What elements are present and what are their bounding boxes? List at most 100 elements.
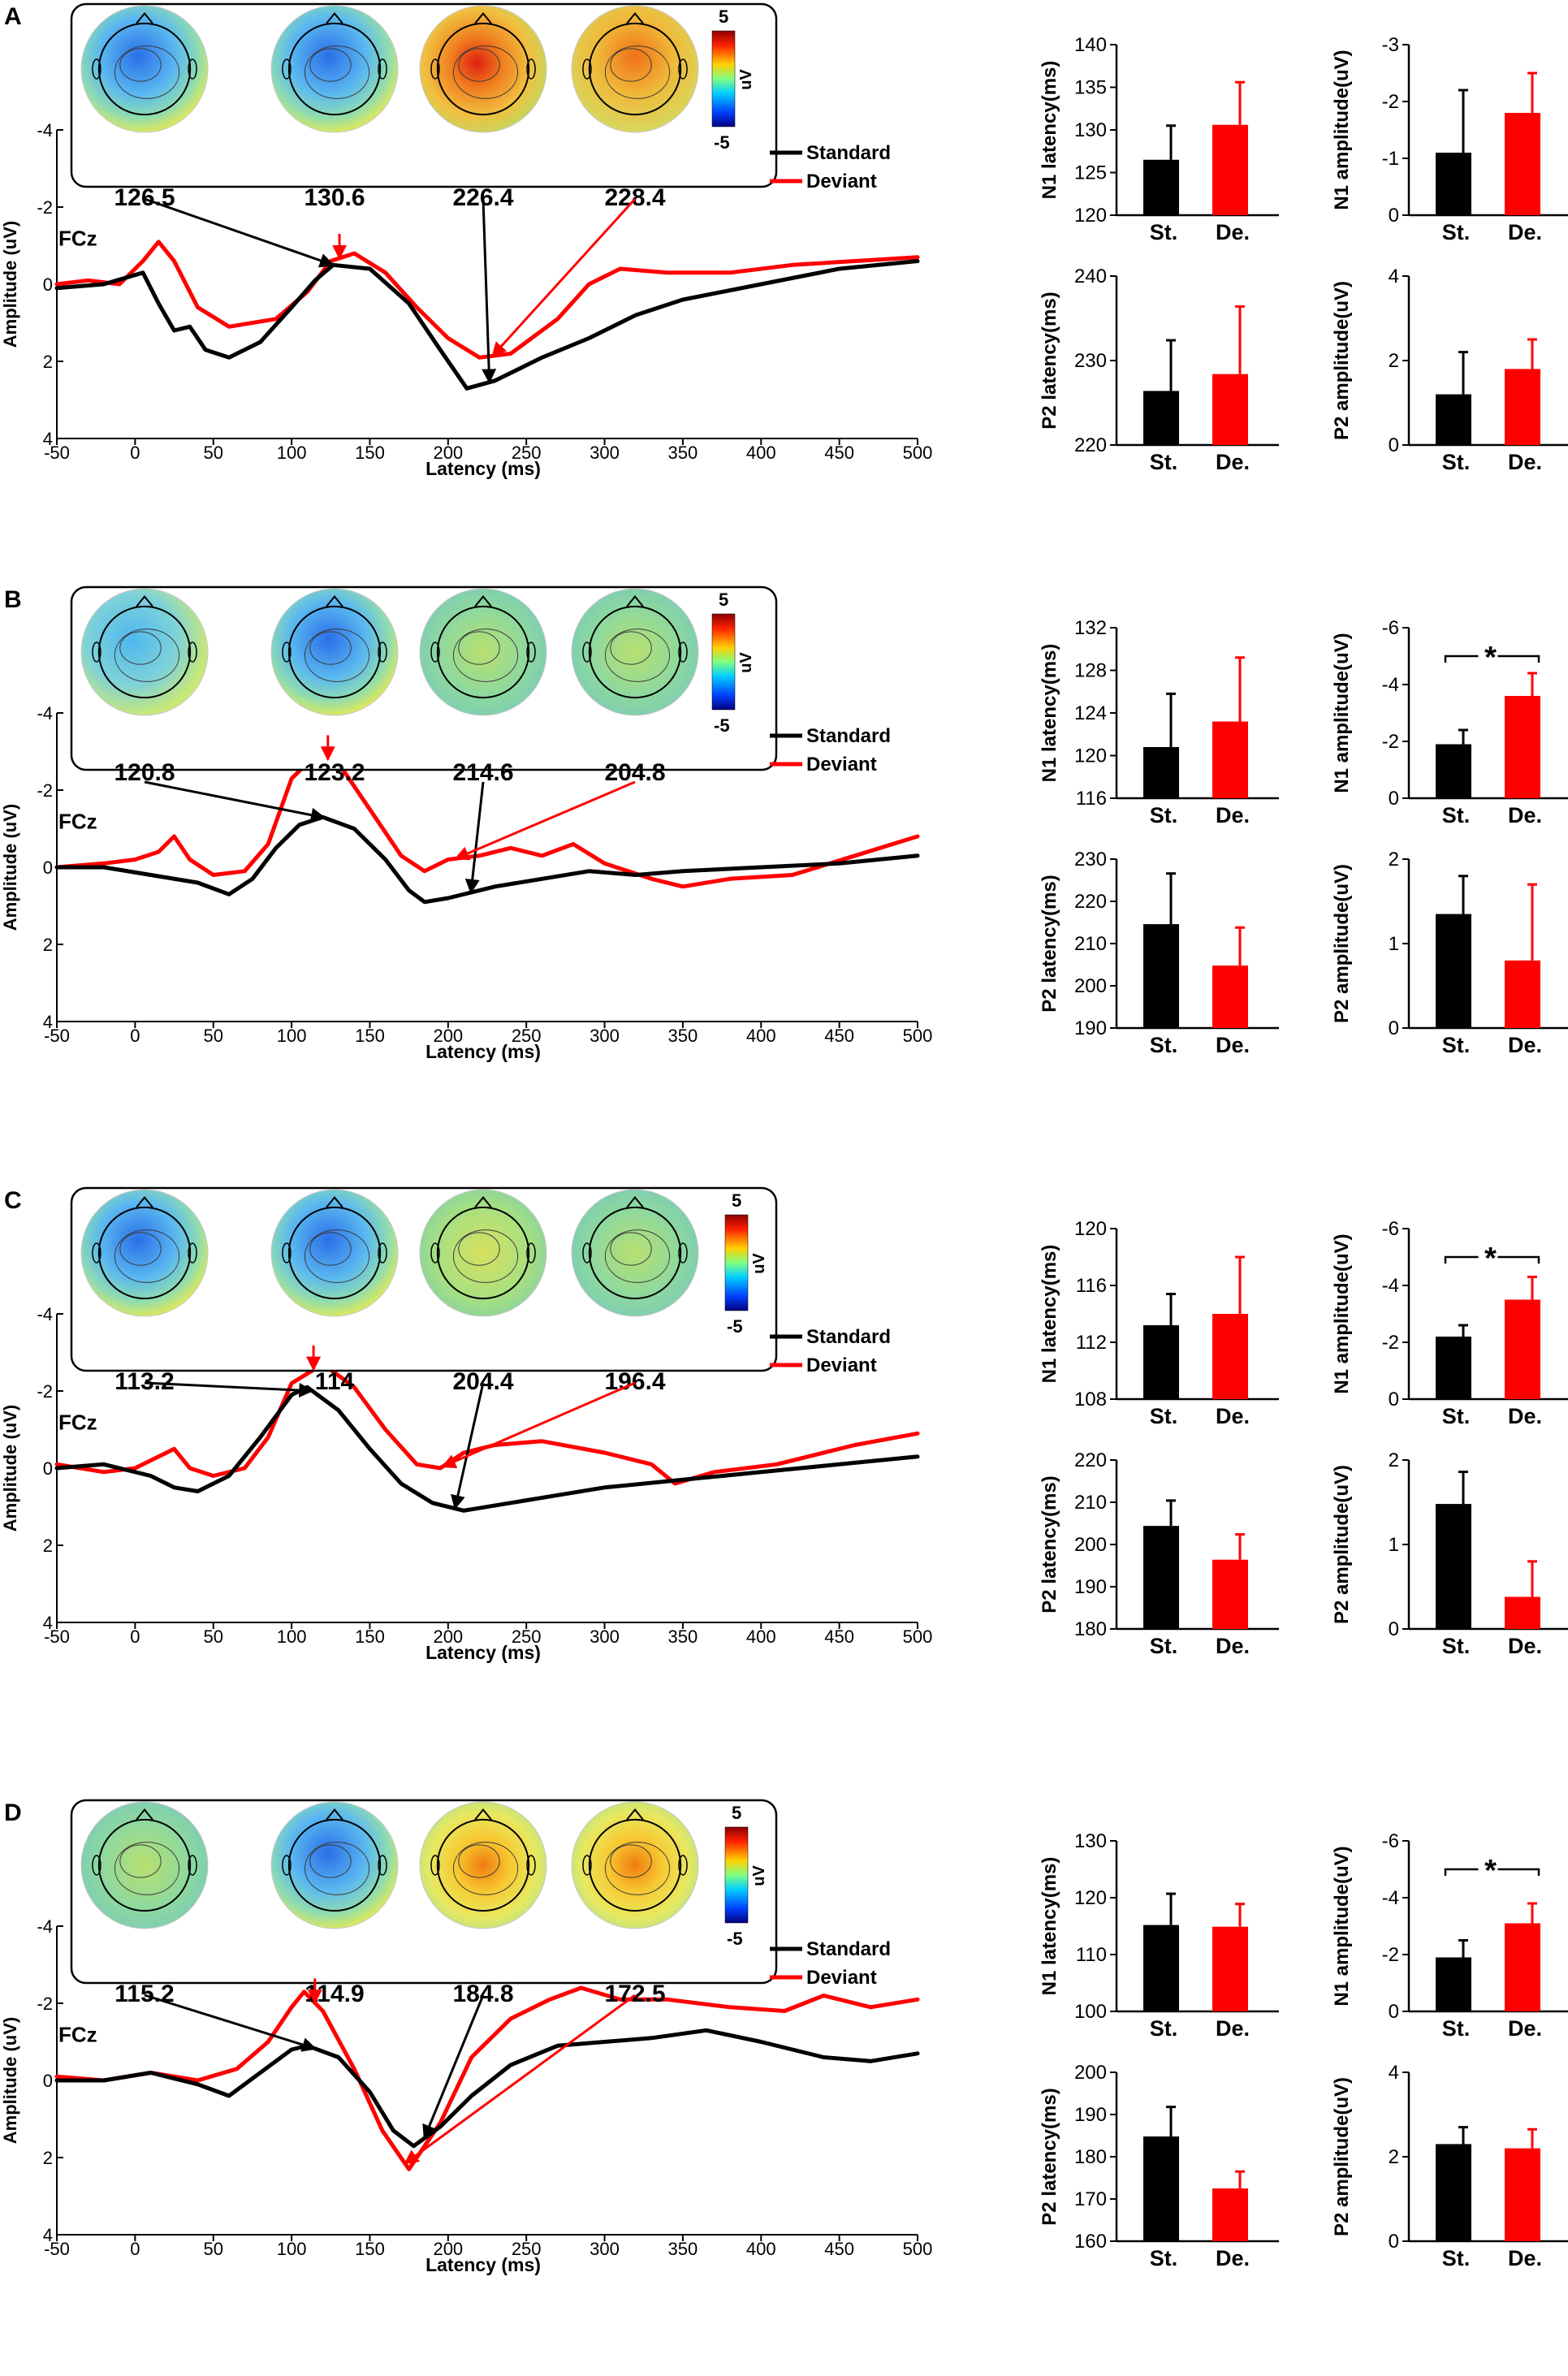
y-tick-label: 0: [43, 1458, 53, 1479]
bar-deviant: [1212, 1314, 1248, 1399]
bar-y-tick-label: 210: [1074, 1492, 1107, 1514]
bar-y-tick-label: 0: [1389, 2001, 1399, 2023]
colorbar-unit: uV: [737, 652, 755, 673]
topomap-latency-label: 120.8: [114, 759, 175, 786]
colorbar-unit: uV: [750, 1253, 768, 1274]
contour-line: [304, 45, 370, 99]
topomap-latency-label: 114.9: [305, 1981, 364, 2007]
legend-standard-label: Standard: [806, 1326, 891, 1348]
bar-y-tick-label: -4: [1382, 1275, 1399, 1297]
bar-y-axis-title: P2 amplitude(uV): [1331, 2077, 1353, 2236]
bar-y-axis-title: P2 latency(ms): [1039, 1475, 1060, 1613]
x-tick-label: 50: [203, 1026, 222, 1046]
ear-right: [678, 1855, 688, 1876]
bar-y-tick-label: -2: [1382, 1944, 1399, 1966]
x-tick-label: 400: [746, 1626, 776, 1647]
topomap-latency-label: 184.8: [452, 1981, 513, 2007]
peak-arrow: [451, 1382, 485, 1510]
head-outline: [436, 1818, 530, 1912]
bar-category-label: De.: [1216, 1634, 1250, 1658]
peak-arrow: [144, 1381, 314, 1398]
peak-arrow: [454, 780, 636, 861]
topomap-latency-label: 214.6: [452, 759, 513, 786]
bar-y-tick-label: 170: [1074, 2188, 1107, 2210]
peak-arrow: [144, 1994, 317, 2052]
bar-category-label: St.: [1150, 1404, 1178, 1428]
nose-outline: [626, 595, 644, 607]
nose-outline: [626, 1808, 644, 1821]
significance-bg: [1478, 1858, 1498, 1879]
contour-line: [604, 1229, 671, 1283]
bar-y-axis-title: N1 latency(ms): [1039, 61, 1060, 200]
topomap-3: [419, 1801, 547, 1929]
bar-y-tick-label: 190: [1074, 1576, 1107, 1598]
bar-y-tick-label: 230: [1074, 350, 1107, 372]
x-tick-label: 50: [203, 443, 222, 463]
ear-left: [430, 642, 440, 663]
x-tick-label: 400: [746, 443, 776, 463]
bar-category-label: De.: [1216, 2246, 1250, 2270]
head-outline: [287, 605, 382, 699]
ear-right: [678, 642, 688, 663]
y-tick-label: 2: [43, 1536, 53, 1556]
head-outline: [588, 605, 682, 699]
bar-chart-p2-amplitude: 0 1 2 P2 amplitude(uV) St. De.: [1331, 849, 1568, 1057]
ear-left: [582, 642, 592, 663]
bar-standard: [1436, 744, 1471, 798]
y-tick-label: 2: [43, 352, 53, 372]
bar-y-tick-label: 135: [1074, 77, 1107, 99]
bar-deviant: [1212, 374, 1248, 445]
ear-left: [582, 58, 592, 80]
ear-left: [92, 58, 102, 80]
bar-chart-n1-amplitude: 0 -2 -4 -6 N1 amplitude(uV) St. De. *: [1331, 1830, 1568, 2041]
contour-line: [119, 631, 162, 665]
ear-right: [378, 1242, 387, 1264]
topomap-1: [80, 5, 209, 133]
contour-line: [119, 1232, 162, 1266]
topomap-latency-label: 114: [315, 1368, 355, 1395]
bar-category-label: De.: [1508, 220, 1542, 244]
panel-label: B: [4, 586, 22, 613]
bar-y-axis-title: P2 amplitude(uV): [1331, 281, 1353, 440]
nose-outline: [326, 1196, 343, 1208]
contour-line: [610, 1844, 652, 1878]
nose-outline: [136, 1808, 153, 1821]
x-axis-title: Latency (ms): [425, 458, 541, 479]
bar-y-tick-label: 120: [1074, 1218, 1107, 1240]
bar-category-label: De.: [1508, 803, 1542, 827]
topomap-latency-label: 228.4: [604, 184, 665, 211]
series-deviant-line: [54, 1985, 920, 2171]
x-tick-label: 150: [355, 1626, 385, 1647]
bar-standard: [1436, 2144, 1471, 2241]
bar-y-tick-label: 160: [1074, 2231, 1107, 2253]
topomap-4: [571, 588, 699, 716]
bar-category-label: De.: [1508, 1634, 1542, 1658]
contour-line: [304, 629, 370, 682]
contour-line: [452, 45, 519, 99]
x-axis-title: Latency (ms): [425, 1642, 541, 1663]
peak-arrow: [144, 197, 335, 268]
contour-line: [452, 1842, 519, 1895]
bar-y-tick-label: 132: [1074, 617, 1107, 639]
y-tick-label: -4: [37, 1916, 53, 1937]
ear-left: [282, 1855, 292, 1876]
peak-arrow: [491, 197, 637, 357]
bar-standard: [1143, 747, 1179, 798]
bar-y-tick-label: -6: [1382, 1830, 1399, 1852]
bar-deviant: [1505, 696, 1540, 798]
bar-y-tick-label: -3: [1382, 34, 1399, 56]
series-deviant-line: [54, 240, 920, 360]
bar-y-tick-label: 108: [1074, 1389, 1107, 1410]
bar-standard: [1436, 1957, 1471, 2011]
bar-category-label: De.: [1216, 220, 1250, 244]
nose-outline: [474, 595, 492, 607]
bar-y-tick-label: -2: [1382, 731, 1399, 753]
bar-chart-n1-latency: 100 110 120 130 N1 latency(ms) St. De.: [1039, 1830, 1279, 2041]
topomap-1: [80, 588, 209, 716]
significance-bg: [1478, 1246, 1498, 1267]
bar-y-axis-title: N1 latency(ms): [1039, 644, 1060, 783]
bar-chart-p2-latency: 180 190 200 210 220 P2 latency(ms) St. De.: [1039, 1449, 1279, 1658]
bar-y-tick-label: 1: [1389, 1534, 1399, 1556]
